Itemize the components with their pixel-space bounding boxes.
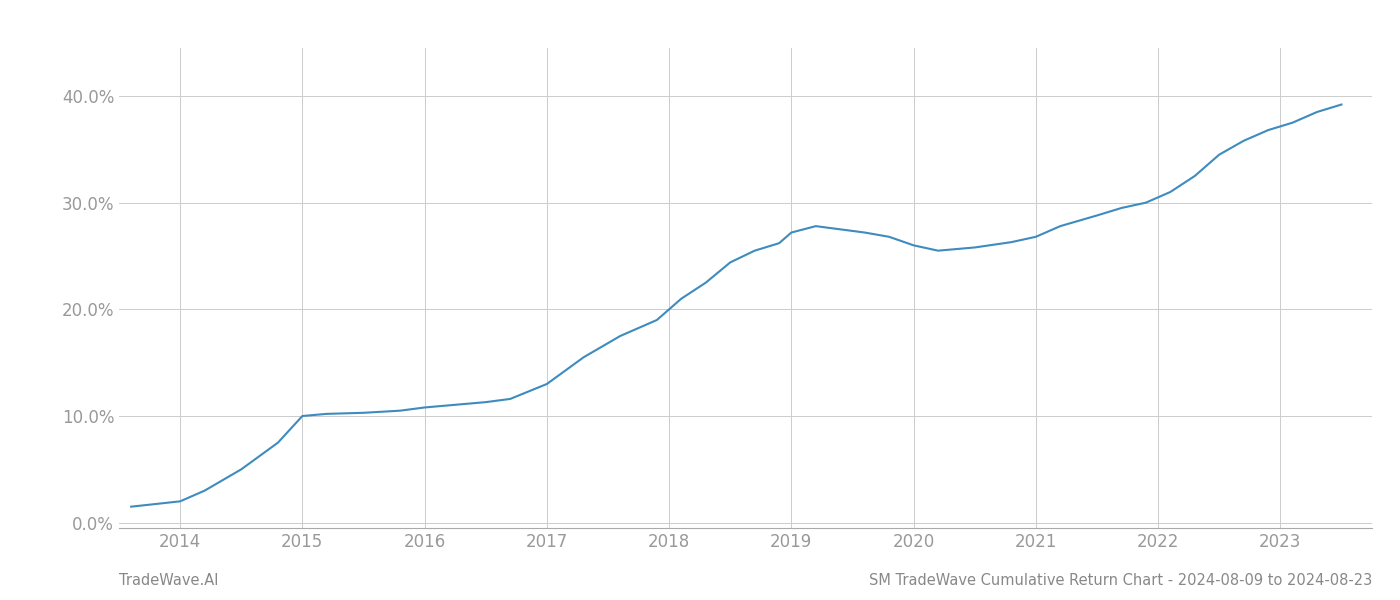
Text: SM TradeWave Cumulative Return Chart - 2024-08-09 to 2024-08-23: SM TradeWave Cumulative Return Chart - 2… bbox=[869, 573, 1372, 588]
Text: TradeWave.AI: TradeWave.AI bbox=[119, 573, 218, 588]
